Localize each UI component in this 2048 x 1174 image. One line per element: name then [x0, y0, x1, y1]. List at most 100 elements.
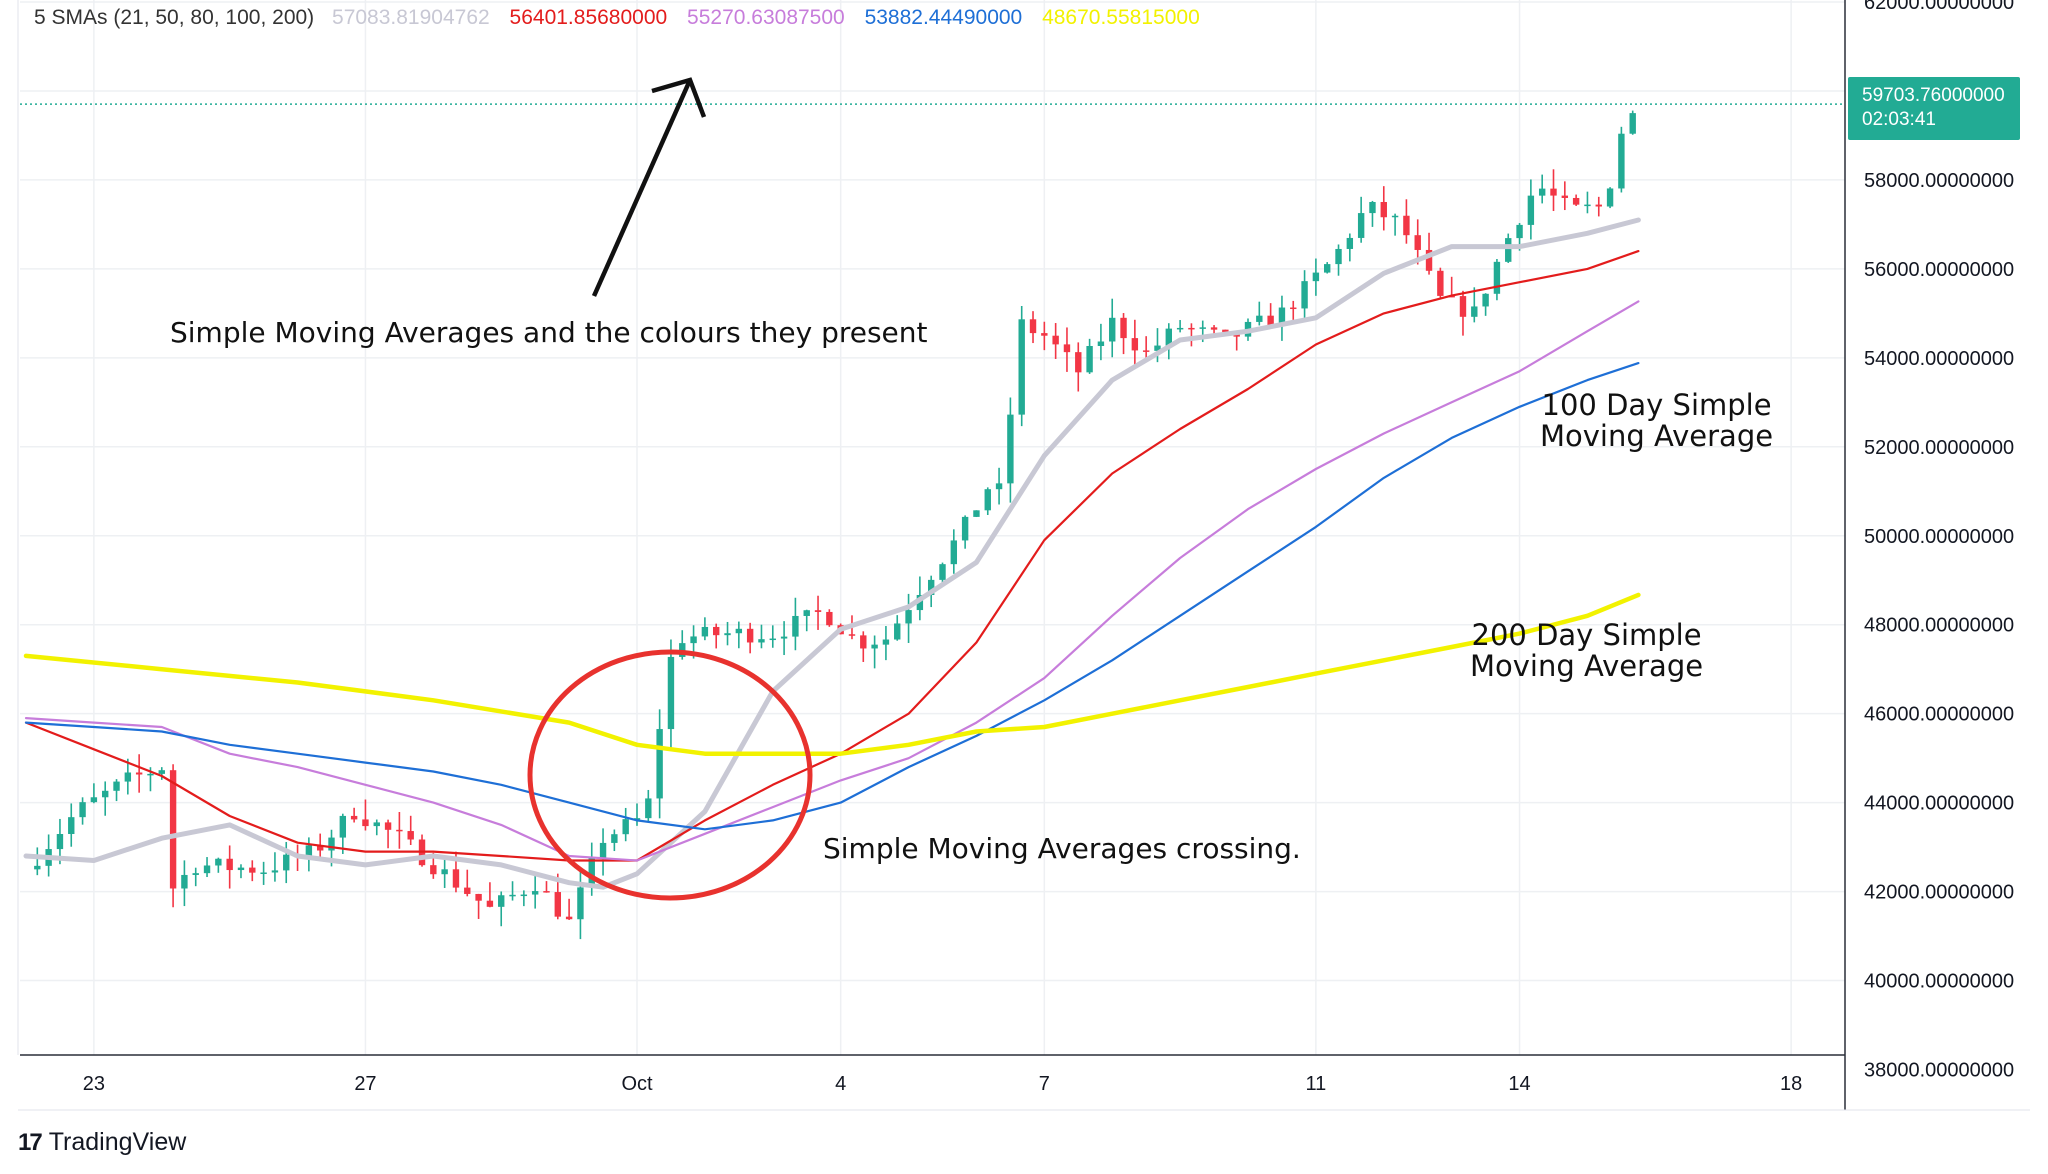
y-tick-label: 38000.00000000 [1864, 1060, 2014, 1082]
candle [1357, 196, 1365, 243]
candle [769, 625, 776, 648]
candle [882, 626, 890, 661]
candle [260, 861, 267, 885]
candle [713, 623, 720, 649]
sma100-value: 53882.44490000 [864, 6, 1023, 29]
current-price-badge: 59703.76000000 02:03:41 [1848, 77, 2020, 140]
candle [1629, 110, 1636, 135]
sma-line-sma21[interactable] [23, 217, 1641, 890]
candle [1595, 196, 1602, 217]
x-tick-label: 7 [1039, 1073, 1050, 1095]
candle [1403, 199, 1410, 244]
candle [792, 597, 799, 651]
y-tick-label: 48000.00000000 [1864, 615, 2014, 637]
candle [1312, 258, 1320, 296]
sma-line-sma80[interactable] [24, 300, 1640, 862]
x-tick-label: 23 [83, 1073, 105, 1095]
candle [645, 789, 652, 823]
candle [1301, 270, 1308, 321]
sma-line-sma200[interactable] [23, 592, 1641, 756]
x-tick-label: Oct [621, 1073, 653, 1095]
grid-lines [20, 0, 1845, 1055]
candle [350, 807, 358, 823]
candle [1459, 290, 1467, 336]
annotation-sma100-line2: Moving Average [1540, 419, 1774, 453]
annotation-arrow-head[interactable] [651, 77, 707, 118]
sma-line-sma100[interactable] [24, 362, 1640, 831]
annotation-sma-colours[interactable]: Simple Moving Averages and the colours t… [170, 316, 928, 349]
candle [305, 837, 313, 872]
y-tick-label: 56000.00000000 [1864, 259, 2014, 281]
annotation-sma200[interactable]: 200 Day Simple Moving Average [1470, 620, 1703, 682]
candle [249, 860, 256, 882]
candle [1437, 267, 1444, 299]
indicator-name[interactable]: 5 SMAs (21, 50, 80, 100, 200) [34, 6, 315, 29]
candle [362, 799, 369, 831]
candle [1618, 126, 1625, 193]
annotation-drawings [527, 77, 813, 901]
candle [464, 869, 471, 897]
current-price-value: 59703.76000000 [1862, 85, 2005, 106]
annotation-sma200-line1: 200 Day Simple [1471, 618, 1702, 652]
candle [1414, 219, 1421, 265]
candle [1278, 295, 1286, 341]
candle [1188, 323, 1195, 347]
candle [1256, 301, 1263, 326]
candle [1369, 200, 1376, 227]
brand-name: TradingView [48, 1128, 187, 1156]
candle [1561, 181, 1569, 211]
candle [814, 595, 822, 630]
candle [1086, 338, 1093, 374]
time-axis[interactable]: 23 27 Oct 4 7 11 14 18 [83, 1073, 1802, 1095]
candle [226, 845, 233, 889]
candle [871, 635, 878, 669]
y-tick-label: 50000.00000000 [1864, 526, 2014, 548]
candle [826, 609, 833, 627]
x-tick-label: 11 [1306, 1073, 1327, 1095]
candle [192, 867, 199, 887]
candle [384, 819, 392, 849]
candle [68, 803, 75, 847]
candle [1290, 300, 1297, 323]
candle [894, 615, 901, 641]
candle [701, 617, 709, 641]
candle [1391, 213, 1399, 236]
candle [1380, 186, 1387, 231]
candle [667, 639, 675, 748]
candle [1493, 259, 1501, 301]
crossing-circle[interactable] [527, 649, 813, 901]
candle [339, 813, 347, 854]
candle [961, 515, 969, 549]
candle [520, 890, 528, 907]
y-tick-label: 62000.00000000 [1864, 0, 2014, 14]
candle [475, 893, 482, 919]
y-tick-label: 46000.00000000 [1864, 704, 2014, 726]
candle [1063, 327, 1071, 372]
annotation-arrow-shaft[interactable] [591, 79, 693, 297]
tradingview-brand[interactable]: 17 TradingView [18, 1128, 186, 1157]
candle [1052, 323, 1059, 359]
candle [509, 881, 516, 901]
candle [746, 622, 754, 654]
candle [1007, 397, 1014, 503]
candle [1267, 303, 1274, 327]
candle [1109, 298, 1116, 358]
candle [577, 870, 584, 940]
candle [950, 529, 958, 574]
candle [1097, 323, 1105, 361]
sma80-value: 55270.63087500 [687, 6, 845, 29]
price-axis[interactable]: 38000.00000000 40000.00000000 42000.000000… [1864, 0, 2014, 1082]
candle [237, 864, 245, 879]
candle [215, 857, 222, 873]
tradingview-logo-icon: 17 [18, 1128, 43, 1156]
annotation-sma100[interactable]: 100 Day Simple Moving Average [1540, 390, 1773, 452]
candle [724, 621, 731, 646]
candle [984, 487, 991, 516]
candle [396, 811, 403, 849]
candle [1335, 244, 1342, 276]
indicator-legend[interactable]: 5 SMAs (21, 50, 80, 100, 200) 57083.8190… [34, 6, 1214, 30]
annotation-sma-crossing[interactable]: Simple Moving Averages crossing. [823, 832, 1301, 865]
candle [679, 630, 686, 660]
candle [735, 621, 743, 649]
candle [656, 709, 663, 819]
